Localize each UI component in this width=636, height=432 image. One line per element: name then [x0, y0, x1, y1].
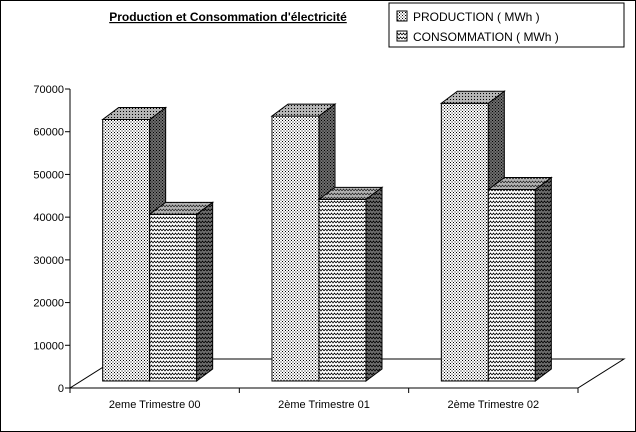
x-tick-label: 2eme Trimestre 00	[109, 399, 201, 411]
y-tick-label: 60000	[33, 127, 64, 139]
y-tick-label: 40000	[33, 212, 64, 224]
legend-label: PRODUCTION ( MWh )	[413, 10, 540, 24]
bars	[101, 90, 553, 382]
y-tick-label: 20000	[33, 298, 64, 310]
legend: PRODUCTION ( MWh ) CONSOMMATION ( MWh )	[388, 2, 625, 48]
legend-label: CONSOMMATION ( MWh )	[413, 30, 559, 44]
y-tick-label: 10000	[33, 340, 64, 352]
bar-consommation-2	[486, 176, 553, 382]
bar-consommation-0	[148, 201, 215, 382]
y-tick-label: 50000	[33, 169, 64, 181]
chart-title: Production et Consommation d'électricité	[109, 10, 347, 24]
y-tick-label: 0	[58, 383, 64, 395]
axes: 0 10000 20000 30000 40000 50000 60000 70000 2eme…	[33, 84, 579, 411]
x-tick-label: 2ème Trimestre 01	[278, 399, 370, 411]
y-tick-label: 70000	[33, 84, 64, 96]
y-tick-label: 30000	[33, 255, 64, 267]
legend-box	[388, 2, 625, 48]
x-tick-label: 2ème Trimestre 02	[447, 399, 539, 411]
legend-swatch	[396, 10, 408, 22]
bar-consommation-1	[317, 186, 384, 382]
legend-swatch	[396, 30, 408, 42]
